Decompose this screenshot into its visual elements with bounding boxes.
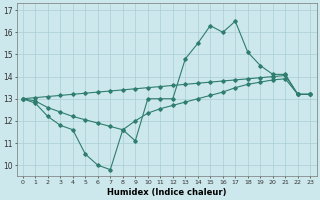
X-axis label: Humidex (Indice chaleur): Humidex (Indice chaleur) — [107, 188, 226, 197]
